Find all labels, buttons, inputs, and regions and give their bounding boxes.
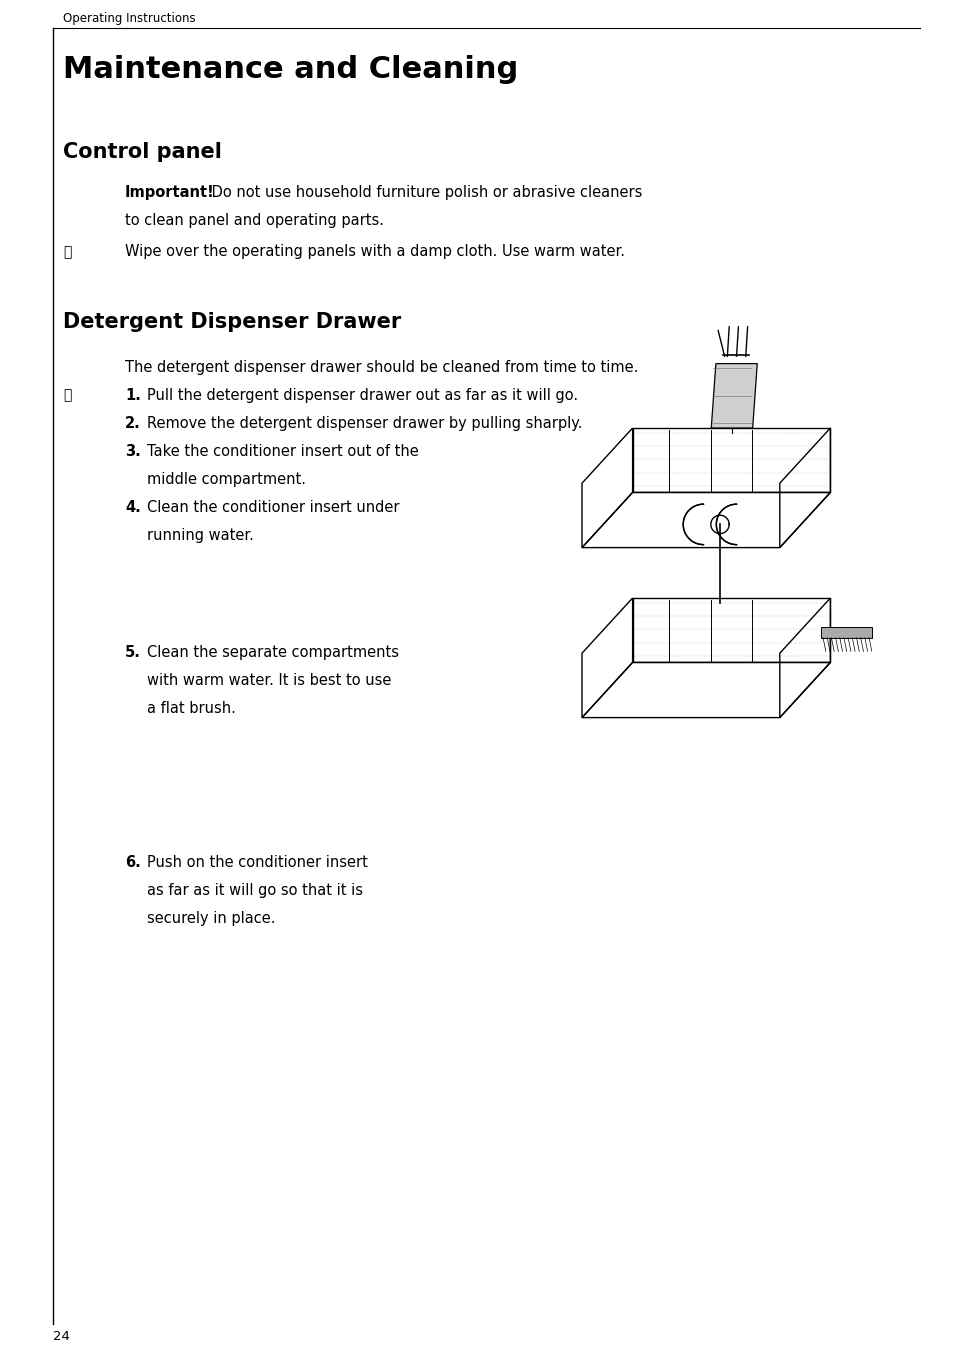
Text: Important!: Important!: [125, 185, 214, 200]
Text: Push on the conditioner insert: Push on the conditioner insert: [147, 854, 368, 869]
Text: Pull the detergent dispenser drawer out as far as it will go.: Pull the detergent dispenser drawer out …: [147, 388, 578, 403]
Text: Clean the conditioner insert under: Clean the conditioner insert under: [147, 500, 399, 515]
Text: 5.: 5.: [125, 645, 141, 660]
Text: 6.: 6.: [125, 854, 141, 869]
Text: 24: 24: [53, 1330, 70, 1343]
Polygon shape: [821, 627, 871, 638]
Text: Clean the separate compartments: Clean the separate compartments: [147, 645, 398, 660]
Text: The detergent dispenser drawer should be cleaned from time to time.: The detergent dispenser drawer should be…: [125, 360, 638, 375]
Text: 2.: 2.: [125, 416, 141, 431]
Text: 🖎: 🖎: [63, 245, 71, 260]
Polygon shape: [682, 504, 702, 545]
Text: securely in place.: securely in place.: [147, 911, 275, 926]
Text: 1.: 1.: [125, 388, 141, 403]
Text: as far as it will go so that it is: as far as it will go so that it is: [147, 883, 363, 898]
Text: Wipe over the operating panels with a damp cloth. Use warm water.: Wipe over the operating panels with a da…: [125, 243, 624, 260]
Text: Remove the detergent dispenser drawer by pulling sharply.: Remove the detergent dispenser drawer by…: [147, 416, 582, 431]
Text: 4.: 4.: [125, 500, 141, 515]
Text: Operating Instructions: Operating Instructions: [63, 12, 195, 24]
Text: Take the conditioner insert out of the: Take the conditioner insert out of the: [147, 443, 418, 458]
Text: Do not use household furniture polish or abrasive cleaners: Do not use household furniture polish or…: [207, 185, 641, 200]
Polygon shape: [711, 364, 757, 429]
Text: to clean panel and operating parts.: to clean panel and operating parts.: [125, 214, 384, 228]
Text: a flat brush.: a flat brush.: [147, 700, 235, 717]
Text: Control panel: Control panel: [63, 142, 222, 162]
Text: running water.: running water.: [147, 529, 253, 544]
Text: Maintenance and Cleaning: Maintenance and Cleaning: [63, 55, 517, 84]
Text: 3.: 3.: [125, 443, 141, 458]
Text: middle compartment.: middle compartment.: [147, 472, 306, 487]
Polygon shape: [716, 504, 736, 545]
Text: with warm water. It is best to use: with warm water. It is best to use: [147, 673, 391, 688]
Text: 🖎: 🖎: [63, 388, 71, 402]
Text: Detergent Dispenser Drawer: Detergent Dispenser Drawer: [63, 312, 401, 333]
